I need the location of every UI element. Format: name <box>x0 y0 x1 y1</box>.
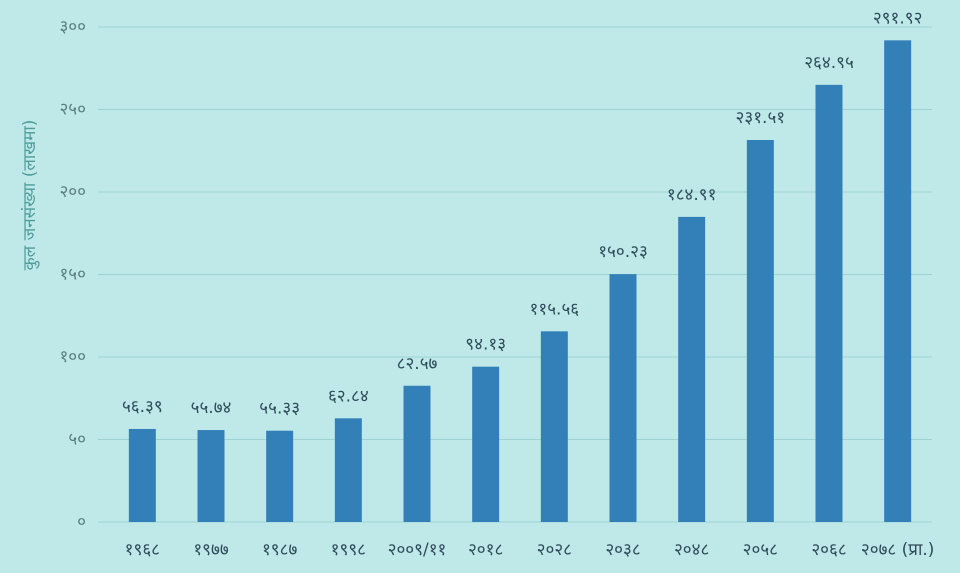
y-tick-label: २५० <box>59 100 86 120</box>
bar <box>334 418 362 522</box>
value-label: ११५.५६ <box>530 299 580 319</box>
bar <box>128 428 156 522</box>
bar <box>472 366 500 522</box>
bar <box>746 140 774 523</box>
value-label: ५६.३९ <box>122 397 163 417</box>
bar <box>403 385 431 522</box>
x-tick-label: २०६८ <box>811 540 846 560</box>
x-tick-label: २०३८ <box>605 540 640 560</box>
value-label: ६२.८४ <box>328 386 369 406</box>
y-tick-label: ५० <box>68 430 86 450</box>
bar <box>197 430 225 522</box>
y-tick-label: २०० <box>59 182 86 202</box>
x-tick-label: १९९८ <box>331 540 366 560</box>
value-label: ८२.५७ <box>397 354 438 374</box>
value-label: ९४.१३ <box>465 335 506 355</box>
x-tick-label: २०५८ <box>743 540 778 560</box>
y-tick-label: ० <box>77 512 86 532</box>
bar <box>884 40 912 522</box>
x-tick-label: १९७७ <box>193 540 229 560</box>
bar <box>815 84 843 523</box>
value-label: १५०.२३ <box>598 242 648 262</box>
bar <box>266 430 294 522</box>
x-tick-label: १९६८ <box>125 540 160 560</box>
x-tick-label: १९८७ <box>262 540 298 560</box>
value-label: २९१.९२ <box>873 8 923 28</box>
x-tick-label: २०७८ (प्रा.) <box>861 540 935 560</box>
y-tick-label: १५० <box>59 265 86 285</box>
x-tick-label: २००९/११ <box>388 540 447 560</box>
x-tick-label: २०२८ <box>537 540 572 560</box>
value-label: २३१.५१ <box>736 108 786 128</box>
value-label: ५५.७४ <box>191 398 232 418</box>
value-label: १८४.९१ <box>667 185 717 205</box>
y-tick-label: ३०० <box>59 17 86 37</box>
value-label: ५५.३३ <box>259 399 300 419</box>
y-axis-title: कुल जनसंख्या (लाखमा) <box>20 120 40 271</box>
y-tick-label: १०० <box>59 347 86 367</box>
value-label: २६४.९५ <box>804 53 854 73</box>
bar <box>609 274 637 522</box>
x-tick-label: २०४८ <box>674 540 709 560</box>
bar <box>540 331 568 522</box>
x-tick-label: २०१८ <box>468 540 503 560</box>
bar <box>678 216 706 522</box>
